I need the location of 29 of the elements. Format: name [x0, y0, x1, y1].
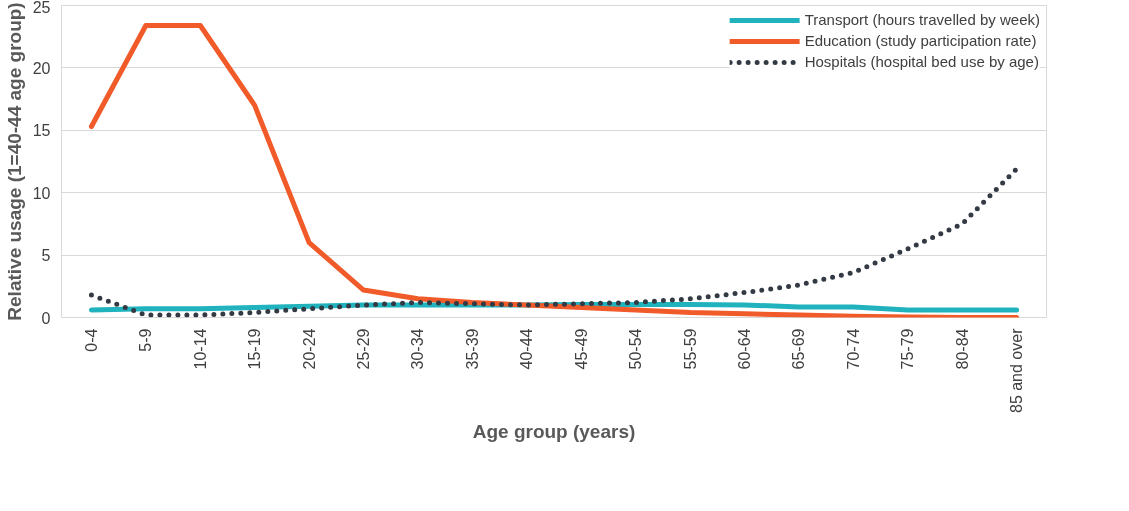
legend-label: Hospitals (hospital bed use by age) — [804, 53, 1039, 70]
x-tick-label: 45-49 — [572, 328, 590, 370]
x-tick-label: 60-64 — [735, 328, 753, 370]
x-tick-label: 20-24 — [300, 328, 318, 370]
y-tick-label: 10 — [32, 184, 51, 202]
x-tick-label: 85 and over — [1008, 327, 1026, 414]
legend-label: Education (study participation rate) — [804, 32, 1037, 49]
x-tick-label: 70-74 — [844, 328, 862, 370]
y-axis-title: Relative usage (1=40-44 age group) — [3, 2, 25, 321]
x-tick-label: 75-79 — [899, 328, 917, 370]
x-tick-label: 25-29 — [355, 328, 373, 370]
y-tick-label: 25 — [32, 0, 51, 16]
x-tick-label: 5-9 — [137, 328, 155, 352]
y-tick-label: 20 — [32, 59, 51, 77]
y-tick-label: 5 — [41, 247, 51, 265]
x-tick-label: 35-39 — [463, 328, 481, 370]
x-tick-label: 55-59 — [681, 328, 699, 370]
x-tick-label: 30-34 — [409, 328, 427, 370]
x-tick-label: 80-84 — [953, 328, 971, 370]
x-tick-label: 50-54 — [627, 328, 645, 370]
y-tick-label: 0 — [41, 309, 51, 327]
x-tick-label: 10-14 — [191, 328, 209, 370]
x-tick-label: 15-19 — [246, 328, 264, 370]
legend-label: Transport (hours travelled by week) — [804, 11, 1040, 28]
x-tick-label: 0-4 — [82, 328, 100, 352]
x-tick-label: 40-44 — [518, 328, 536, 370]
y-tick-label: 15 — [32, 122, 51, 140]
x-tick-label: 65-69 — [790, 328, 808, 370]
x-axis-title: Age group (years) — [472, 421, 636, 443]
